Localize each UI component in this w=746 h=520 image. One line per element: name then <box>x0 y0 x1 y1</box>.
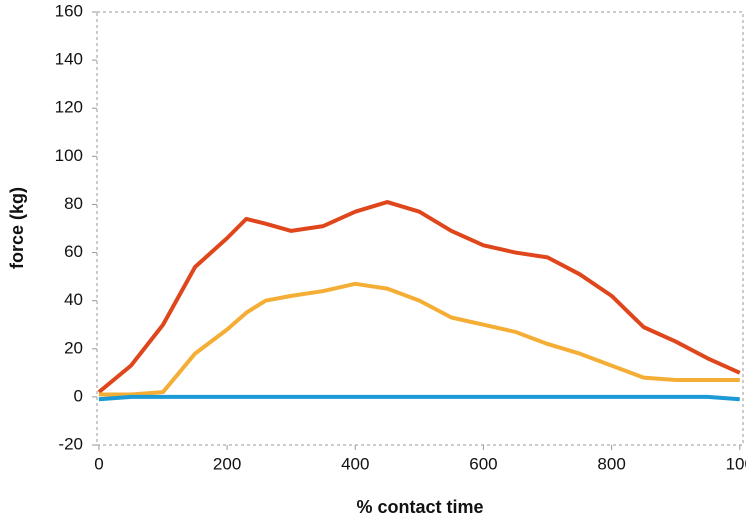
x-tick-label: 200 <box>213 454 241 473</box>
y-tick-label: 100 <box>55 146 83 165</box>
y-tick-label: 40 <box>64 290 83 309</box>
series-line <box>97 200 741 394</box>
x-tick-label: 100 <box>726 454 746 473</box>
y-tick-label: 0 <box>74 386 83 405</box>
y-tick-label: 120 <box>55 98 83 117</box>
y-tick-label: 140 <box>55 50 83 69</box>
series-line <box>98 394 740 402</box>
series-line <box>98 281 740 397</box>
y-axis-label: force (kg) <box>7 187 27 269</box>
y-tick-label: 60 <box>64 242 83 261</box>
x-tick-label: 800 <box>597 454 625 473</box>
y-tick-label: 20 <box>64 338 83 357</box>
y-tick-label: -20 <box>58 434 83 453</box>
plot-frame <box>96 11 744 446</box>
y-tick-label: 80 <box>64 194 83 213</box>
x-tick-label: 600 <box>469 454 497 473</box>
x-tick-label: 0 <box>94 454 103 473</box>
y-tick-label: 160 <box>55 1 83 20</box>
x-tick-label: 400 <box>341 454 369 473</box>
x-axis-label: % contact time <box>356 497 483 517</box>
